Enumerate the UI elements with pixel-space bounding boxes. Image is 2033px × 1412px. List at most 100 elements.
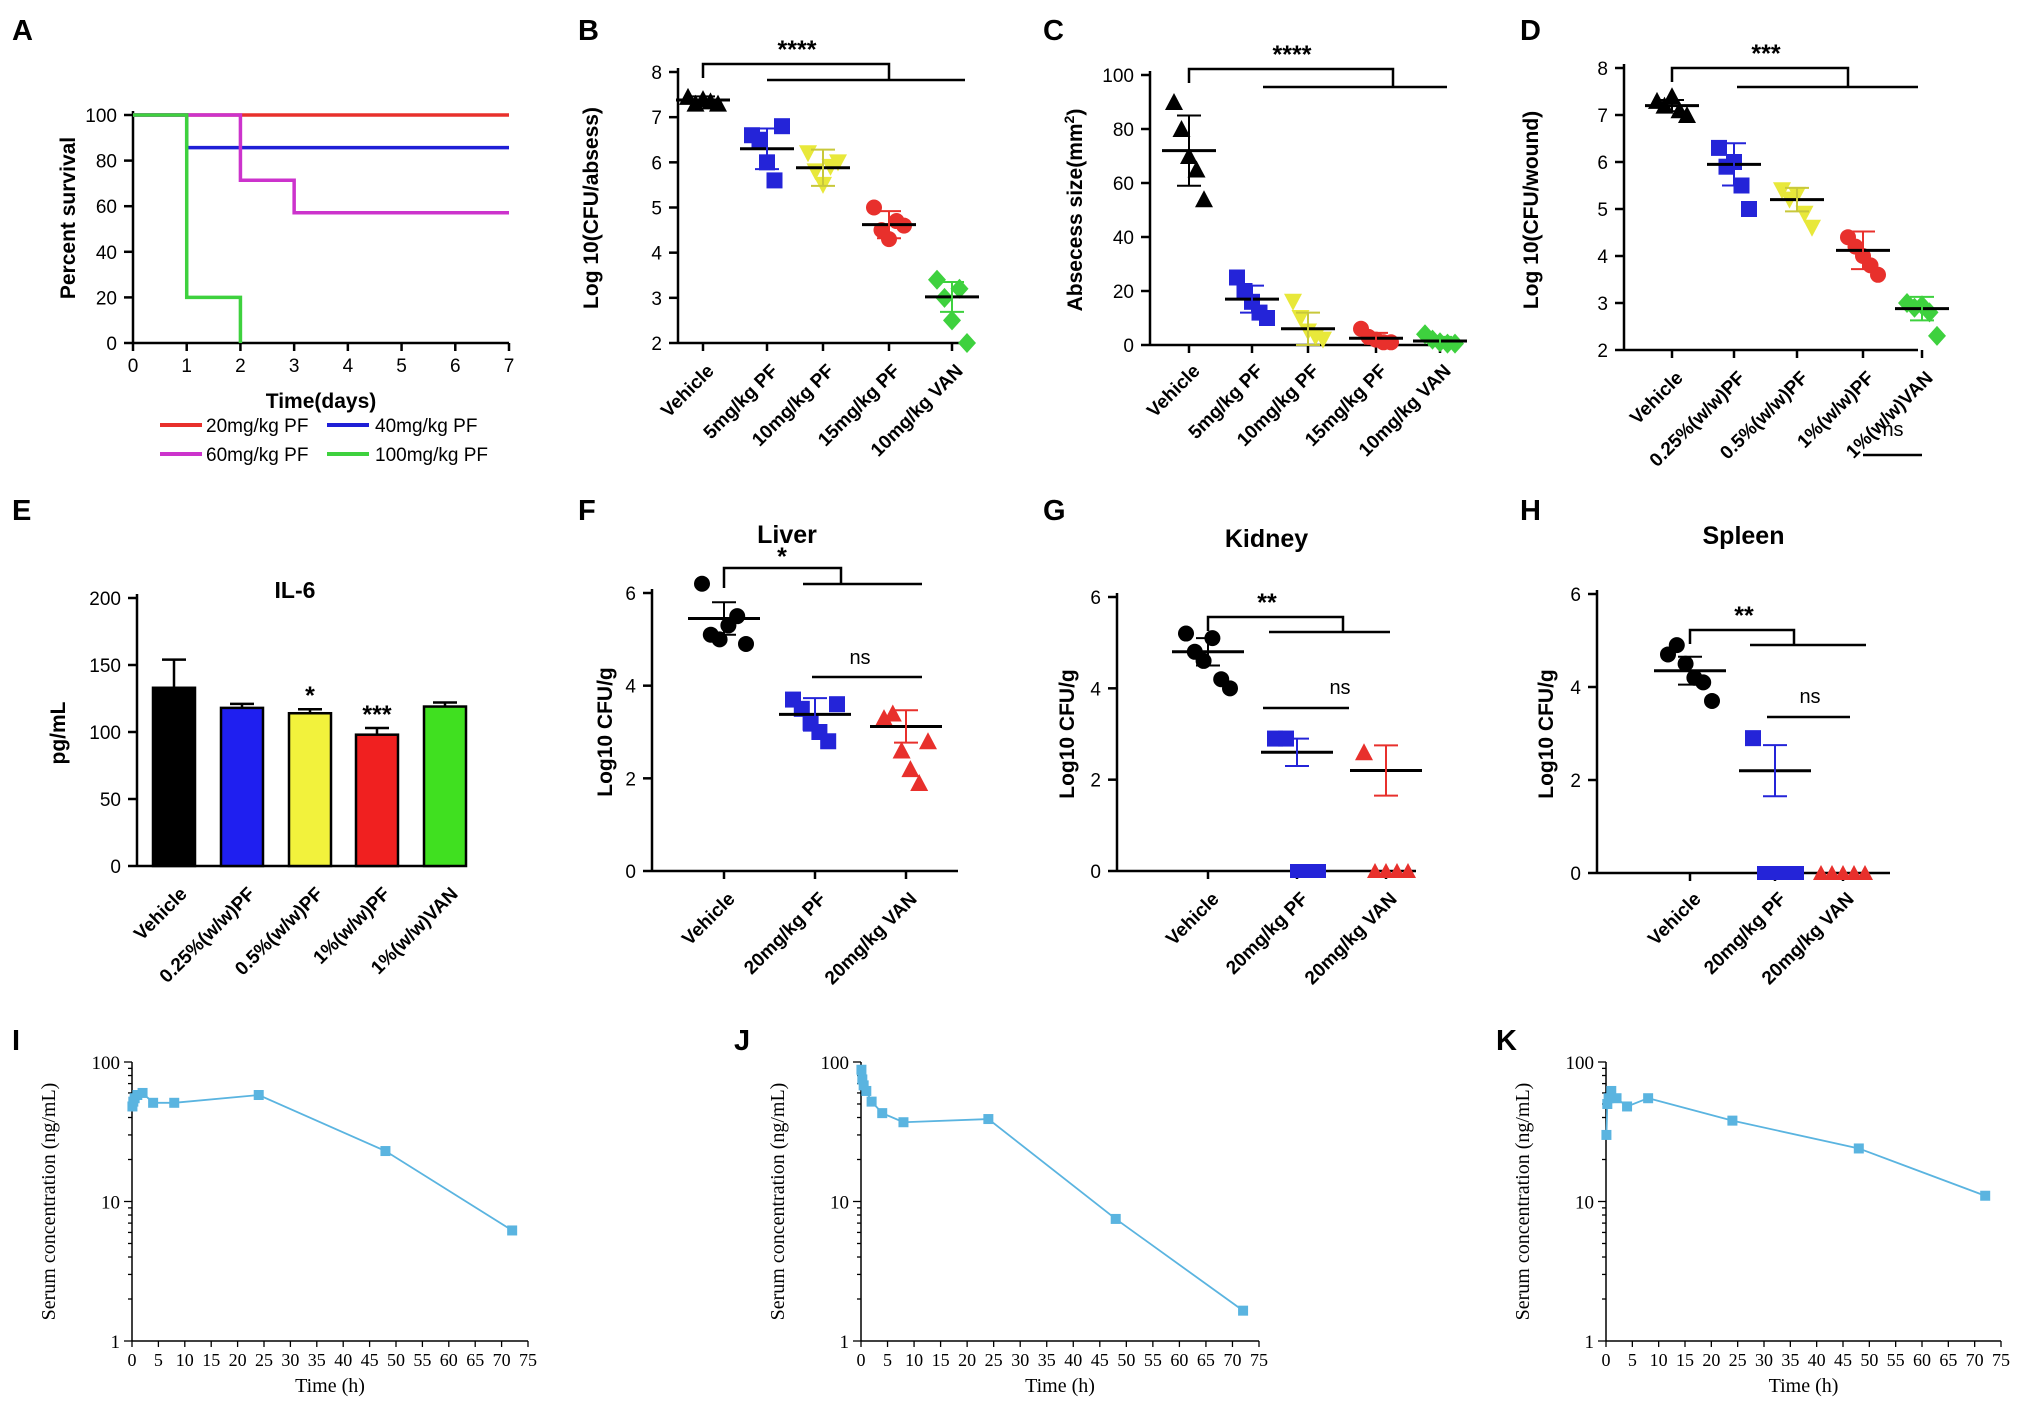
b-significance: **** — [778, 36, 817, 64]
g-y-tick-label: 2 — [1090, 771, 1101, 792]
f-title: Liver — [757, 521, 817, 549]
g-data-point — [1378, 863, 1394, 878]
a-x-tick-label: 1 — [181, 356, 192, 377]
a-x-tick-label: 5 — [396, 356, 407, 377]
bar — [422, 705, 468, 868]
c-y-tick-label: 100 — [1102, 66, 1134, 87]
g-category-label: 20mg/kg PF — [1222, 889, 1312, 979]
j-x-tick-label: 10 — [905, 1350, 923, 1370]
g-data-point — [1290, 864, 1304, 878]
k-x-tick-label: 50 — [1860, 1350, 1878, 1370]
j-y-tick-label: 100 — [821, 1053, 850, 1074]
c-y-tick-label: 80 — [1113, 120, 1134, 141]
a-y-tick-label: 60 — [96, 197, 117, 218]
i-x-tick-label: 35 — [308, 1350, 326, 1370]
c-data-point — [1165, 93, 1183, 110]
k-x-tick-label: 60 — [1913, 1350, 1931, 1370]
j-data-point — [1110, 1213, 1121, 1224]
c-y-label-close: ) — [1064, 109, 1087, 116]
c-data-point — [1383, 334, 1399, 351]
h-data-point — [1704, 692, 1720, 709]
f-category-label: 20mg/kg VAN — [821, 889, 921, 989]
d-data-point — [1741, 201, 1757, 217]
f-data-point — [820, 733, 837, 750]
g-title: Kidney — [1225, 525, 1308, 553]
h-data-point — [1768, 866, 1782, 880]
k-y-axis-label: Serum concentration (ng/mL) — [1512, 1083, 1534, 1321]
b-y-tick-label: 7 — [651, 108, 662, 129]
f-data-point — [793, 700, 810, 717]
j-x-tick-label: 25 — [985, 1350, 1003, 1370]
f-data-point — [729, 608, 746, 625]
k-x-tick-label: 10 — [1650, 1350, 1668, 1370]
c-data-point — [1195, 190, 1213, 208]
g-data-point — [1312, 864, 1326, 878]
j-data-point — [877, 1108, 888, 1119]
k-x-tick-label: 0 — [1602, 1350, 1611, 1370]
b-data-point — [829, 154, 847, 172]
h-y-tick-label: 6 — [1570, 585, 1581, 606]
bar — [219, 706, 265, 868]
j-x-tick-label: 30 — [1011, 1350, 1029, 1370]
i-x-tick-label: 45 — [361, 1350, 379, 1370]
d-data-point — [1928, 325, 1946, 346]
bar — [287, 711, 333, 868]
a-x-axis-label: Time(days) — [266, 390, 377, 413]
j-x-tick-label: 60 — [1170, 1350, 1188, 1370]
j-x-tick-label: 20 — [958, 1350, 976, 1370]
g-data-point — [1301, 864, 1315, 878]
i-x-tick-label: 5 — [154, 1350, 163, 1370]
legend-label: 40mg/kg PF — [375, 416, 477, 437]
k-x-tick-label: 70 — [1966, 1350, 1984, 1370]
c-data-point — [1187, 160, 1206, 178]
e-y-tick-label: 100 — [89, 723, 121, 744]
a-x-tick-label: 7 — [504, 356, 515, 377]
a-y-axis-label: Percent survival — [57, 137, 80, 299]
e-category-label: Vehicle — [130, 884, 191, 945]
f-category-label: Vehicle — [678, 889, 739, 950]
a-x-tick-label: 6 — [450, 356, 461, 377]
a-x-tick-label: 4 — [343, 356, 354, 377]
g-significance: ** — [1257, 589, 1277, 617]
f-data-point — [738, 635, 754, 652]
e-significance: * — [305, 682, 315, 710]
i-concentration-line — [131, 1091, 513, 1232]
b-y-tick-label: 6 — [651, 153, 662, 174]
i-y-tick-label: 1 — [111, 1332, 121, 1353]
j-x-tick-label: 5 — [883, 1350, 892, 1370]
g-data-point — [1389, 863, 1405, 878]
e-y-tick-label: 150 — [89, 656, 121, 677]
k-x-tick-label: 35 — [1781, 1350, 1799, 1370]
i-data-point — [148, 1097, 159, 1108]
c-y-label-superscript: 2 — [1061, 115, 1077, 123]
b-data-point — [799, 145, 817, 163]
d-y-tick-label: 5 — [1597, 200, 1608, 221]
h-data-point — [1813, 865, 1829, 880]
a-x-tick-label: 0 — [128, 356, 139, 377]
f-y-axis-label: Log10 CFU/g — [594, 667, 617, 797]
panel-i: I 1 10 100 0 5 10 15 20 25 30 35 40 45 50 55 60 65 70 75 Tim… — [12, 1025, 537, 1397]
d-y-tick-label: 4 — [1597, 247, 1608, 268]
j-y-tick-label: 10 — [830, 1193, 849, 1214]
j-data-point — [983, 1114, 994, 1125]
f-ns-label: ns — [849, 647, 870, 669]
h-category-label: Vehicle — [1644, 889, 1705, 950]
h-data-point — [1835, 865, 1851, 880]
k-x-tick-label: 25 — [1729, 1350, 1747, 1370]
i-x-tick-label: 30 — [281, 1350, 299, 1370]
b-data-point — [709, 94, 727, 112]
d-data-point — [1803, 219, 1821, 237]
a-x-tick-label: 3 — [289, 356, 300, 377]
survival-line — [133, 113, 509, 150]
k-x-tick-label: 65 — [1939, 1350, 1957, 1370]
b-data-point — [950, 278, 969, 299]
g-data-point — [1400, 863, 1416, 878]
h-y-tick-label: 2 — [1570, 771, 1581, 792]
b-data-point — [766, 172, 783, 189]
d-data-point — [1773, 182, 1791, 200]
b-data-point — [774, 118, 790, 135]
